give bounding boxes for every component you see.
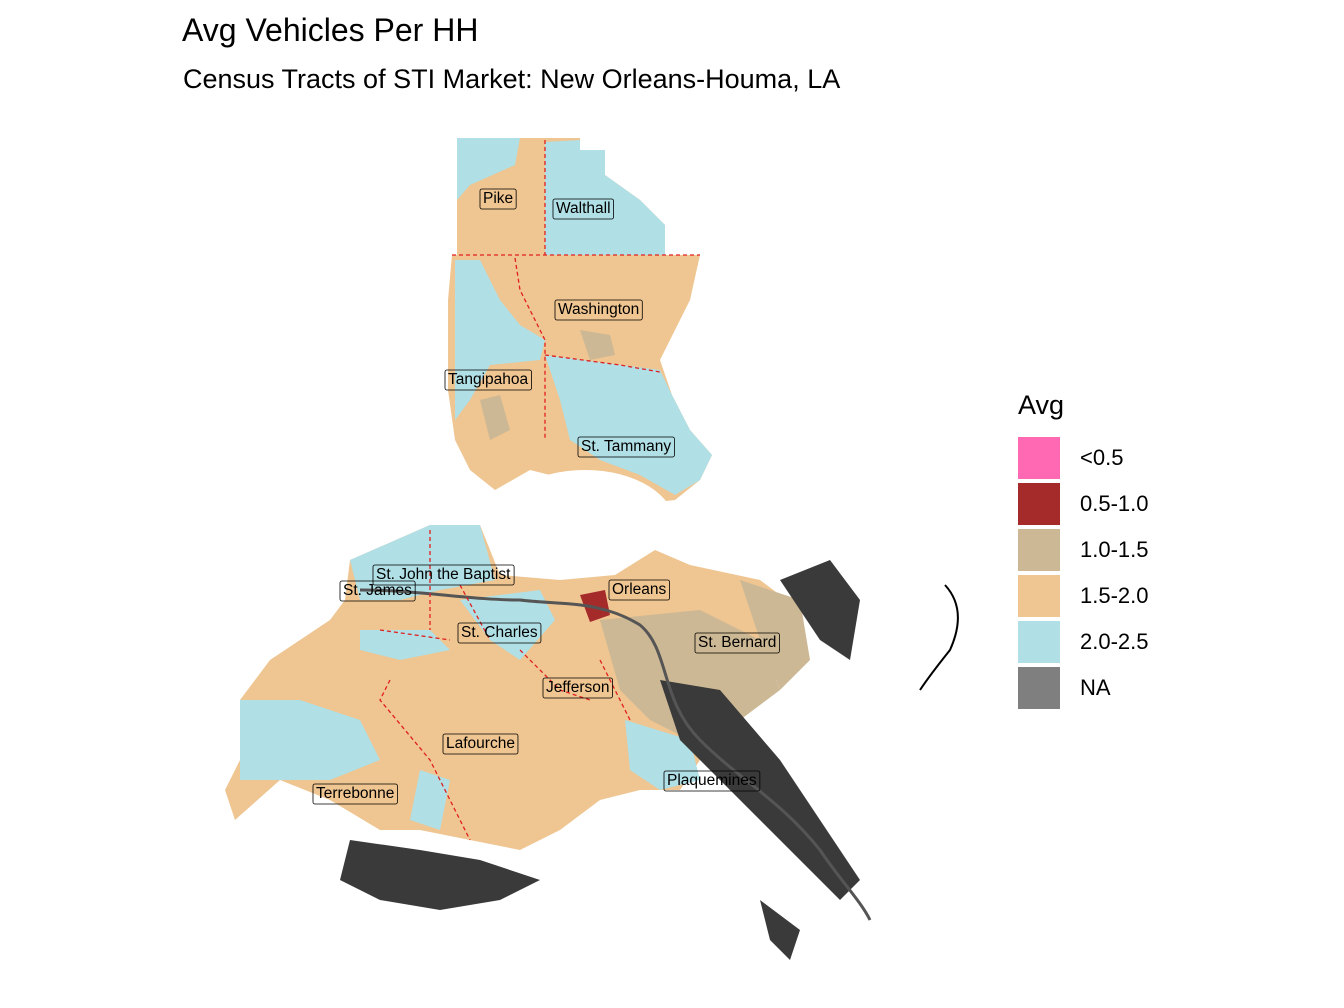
legend-label: 1.5-2.0 (1080, 583, 1149, 608)
legend-swatch (1018, 437, 1060, 479)
legend-item: 0.5-1.0 (1018, 481, 1149, 527)
legend-title: Avg (1018, 390, 1065, 420)
legend-swatch (1018, 529, 1060, 571)
chandeleur-islands (919, 584, 959, 691)
svg-text:Terrebonne: Terrebonne (316, 785, 394, 802)
parish-label: Lafourche (442, 733, 519, 755)
parish-label: Pike (479, 188, 517, 210)
parish-label: St. Charles (457, 622, 542, 644)
legend-label: NA (1080, 675, 1111, 700)
parish-label: Orleans (608, 579, 670, 601)
parish-label: St. Bernard (694, 632, 780, 654)
svg-text:St. Bernard: St. Bernard (698, 634, 776, 651)
legend-item: 1.0-1.5 (1018, 527, 1149, 573)
legend-label: <0.5 (1080, 445, 1124, 470)
region-pike-walthall (457, 138, 665, 255)
parish-label: St. John the Baptist (372, 564, 515, 586)
legend-swatch (1018, 621, 1060, 663)
parish-label: Terrebonne (312, 783, 398, 805)
svg-text:Washington: Washington (558, 301, 639, 318)
parish-label: Plaquemines (663, 770, 761, 792)
svg-text:St. Tammany: St. Tammany (581, 438, 671, 455)
parish-labels: Pike Walthall Washington Tangipahoa St. Tamm… (312, 188, 780, 805)
legend-label: 2.0-2.5 (1080, 629, 1149, 654)
legend: Avg <0.5 0.5-1.0 1.0-1.5 1.5-2.0 2.0-2.5 NA (1018, 390, 1149, 711)
parish-label: St. James (339, 580, 416, 602)
parish-label: Tangipahoa (444, 369, 532, 391)
svg-text:Orleans: Orleans (612, 581, 667, 598)
svg-text:St. John the Baptist: St. John the Baptist (376, 566, 511, 583)
svg-text:St. Charles: St. Charles (461, 624, 538, 641)
parish-label: St. Tammany (577, 436, 675, 458)
map-title: Avg Vehicles Per HH (182, 12, 479, 48)
svg-text:St. James: St. James (343, 582, 412, 599)
legend-label: 1.0-1.5 (1080, 537, 1149, 562)
parish-label: Jefferson (542, 677, 613, 699)
parish-label: Washington (554, 299, 643, 321)
svg-text:Tangipahoa: Tangipahoa (448, 371, 529, 388)
legend-item: 1.5-2.0 (1018, 573, 1149, 619)
legend-item: NA (1018, 665, 1149, 711)
region-south-parishes (225, 525, 810, 850)
legend-label: 0.5-1.0 (1080, 491, 1149, 516)
svg-text:Walthall: Walthall (556, 200, 611, 217)
mississippi-river (359, 588, 872, 921)
lake-pontchartrain (495, 470, 675, 580)
parish-boundaries (379, 140, 700, 841)
parish-label: Walthall (552, 198, 614, 220)
svg-text:Jefferson: Jefferson (546, 679, 609, 696)
svg-text:Plaquemines: Plaquemines (667, 772, 757, 789)
legend-swatch (1018, 575, 1060, 617)
region-north-parishes (448, 255, 712, 505)
map-subtitle: Census Tracts of STI Market: New Orleans… (183, 64, 841, 94)
legend-swatch (1018, 667, 1060, 709)
svg-text:Pike: Pike (483, 190, 513, 207)
legend-item: <0.5 (1018, 435, 1149, 481)
legend-swatch (1018, 483, 1060, 525)
svg-text:Lafourche: Lafourche (446, 735, 515, 752)
legend-item: 2.0-2.5 (1018, 619, 1149, 665)
